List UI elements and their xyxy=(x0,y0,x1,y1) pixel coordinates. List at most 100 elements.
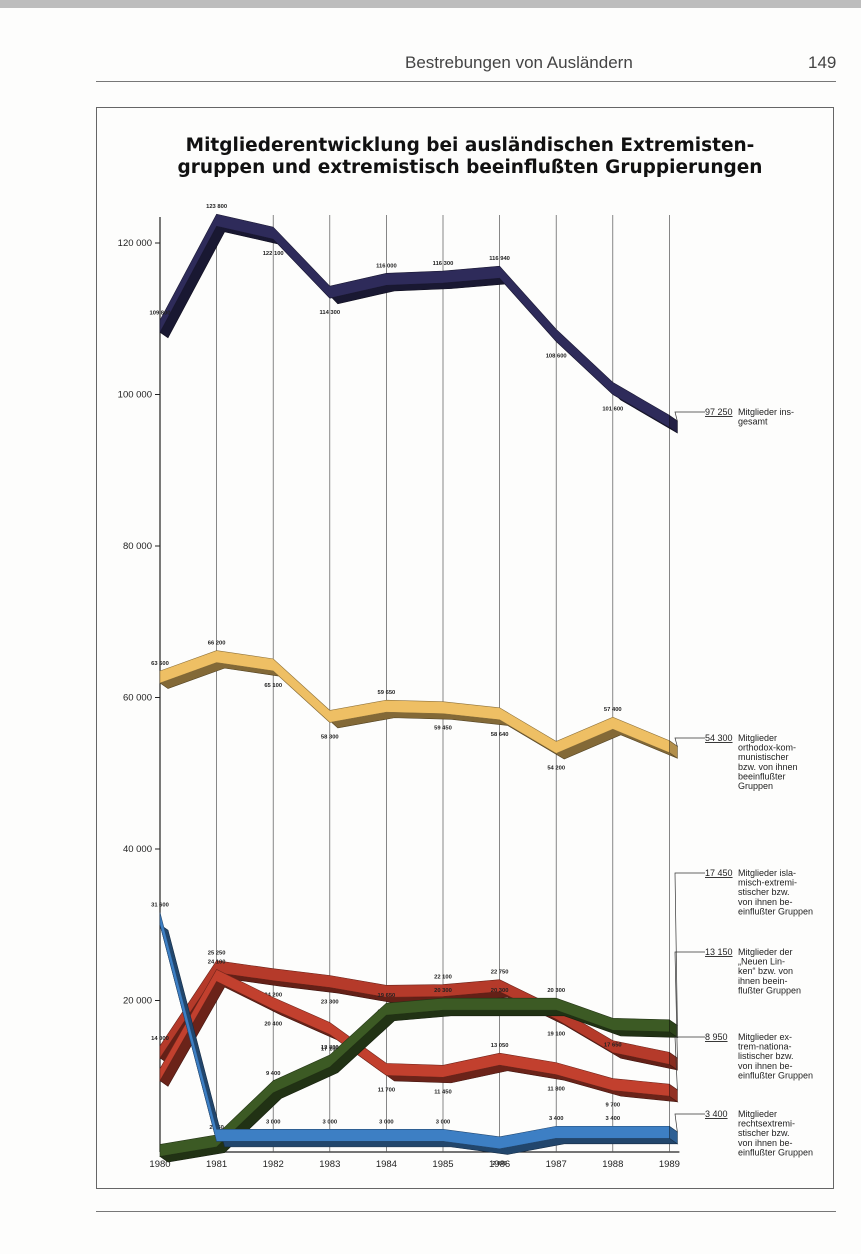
series-1-end-value: 54 300 xyxy=(705,733,733,743)
series-5-end-cap xyxy=(669,1125,678,1145)
series-3-end-text-2: ken“ bzw. von xyxy=(738,966,793,976)
series-5-point-label-1983: 3 000 xyxy=(323,1119,338,1125)
series-0-end-text-0: Mitglieder ins- xyxy=(738,407,794,417)
series-5-end-text-1: rechtsextremi- xyxy=(738,1119,795,1129)
series-2-point-label-1983: 12 800 xyxy=(321,1045,339,1051)
series-5-end-text-0: Mitglieder xyxy=(738,1109,777,1119)
series-1-end-text-3: bzw. von ihnen xyxy=(738,762,798,772)
series-0-point-label-1983: 114 300 xyxy=(319,310,340,316)
x-tick-label-1983: 1983 xyxy=(319,1159,340,1170)
series-2-end-cap xyxy=(669,1019,678,1038)
x-tick-label-1984: 1984 xyxy=(376,1159,397,1170)
series-4-end-text-1: trem-nationa- xyxy=(738,1042,792,1052)
series-2-end-value: 17 450 xyxy=(705,868,733,878)
series-2-point-label-1985: 20 300 xyxy=(434,988,452,994)
series-2-end-text-2: stischer bzw. xyxy=(738,887,790,897)
series-5-point-label-1980: 31 600 xyxy=(151,903,169,909)
series-2-end-text-4: einflußter Gruppen xyxy=(738,906,813,916)
series-3-end-text-3: ihnen beein- xyxy=(738,976,788,986)
series-1-end-text-2: munistischer xyxy=(738,752,789,762)
x-tick-label-1986: 1986 xyxy=(489,1159,510,1170)
series-1-point-label-1985: 59 450 xyxy=(434,726,452,732)
series-0-point-label-1981: 123 800 xyxy=(206,204,227,210)
series-1-point-label-1983: 58 300 xyxy=(321,734,339,740)
scan-top-edge xyxy=(0,0,861,8)
series-2-point-label-1982: 9 400 xyxy=(266,1071,281,1077)
series-4-end-text-2: listischer bzw. xyxy=(738,1051,794,1061)
series-1-point-label-1981: 66 200 xyxy=(208,641,226,647)
x-tick-label-1982: 1982 xyxy=(263,1159,284,1170)
series-2-end-text-1: misch-extremi- xyxy=(738,878,797,888)
series-5-end-text-4: einflußter Gruppen xyxy=(738,1147,813,1157)
series-4-point-label-1981: 24 100 xyxy=(208,959,226,965)
series-4-point-label-1984: 11 700 xyxy=(378,1087,395,1093)
x-tick-label-1980: 1980 xyxy=(149,1159,170,1170)
series-0-point-label-1985: 116 300 xyxy=(433,261,454,267)
y-tick-label-40000: 40 000 xyxy=(123,844,152,855)
x-tick-label-1985: 1985 xyxy=(432,1159,453,1170)
series-4-point-label-1986: 13 050 xyxy=(491,1043,509,1049)
series-1-point-label-1986: 58 640 xyxy=(491,732,509,738)
series-3-point-label-1981: 25 250 xyxy=(208,951,226,957)
series-0-point-label-1984: 116 000 xyxy=(376,263,397,269)
series-5-point-label-1987: 3 400 xyxy=(549,1116,564,1122)
series-3-end-text-1: „Neuen Lin- xyxy=(738,957,785,967)
series-3-point-label-1985: 22 100 xyxy=(434,975,452,981)
series-3-end-text-4: flußter Gruppen xyxy=(738,985,801,995)
series-3-end-value: 13 150 xyxy=(705,947,733,957)
series-2-point-label-1986: 20 300 xyxy=(491,988,509,994)
series-5-end-text-3: von ihnen be- xyxy=(738,1138,793,1148)
chart-title-line-2: gruppen und extremistisch beeinflußten G… xyxy=(177,157,763,178)
header-rule xyxy=(96,81,836,82)
series-2-leader-line xyxy=(674,872,705,1026)
series-2-point-label-1987: 20 300 xyxy=(547,988,565,994)
series-0-end-text-1: gesamt xyxy=(738,417,768,427)
series-1-end-cap xyxy=(669,740,678,759)
series-0-point-label-1980: 109 800 xyxy=(150,310,171,316)
footer-rule xyxy=(96,1211,836,1212)
series-4-end-text-3: von ihnen be- xyxy=(738,1061,793,1071)
series-0-end-value: 97 250 xyxy=(705,407,733,417)
series-5-point-label-1985: 3 000 xyxy=(436,1119,451,1125)
series-3-point-label-1982: 24 200 xyxy=(264,993,282,999)
series-5-point-label-1988: 3 400 xyxy=(606,1116,621,1122)
series-4-end-cap xyxy=(669,1083,678,1103)
y-tick-label-60000: 60 000 xyxy=(123,693,152,704)
y-tick-label-100000: 100 000 xyxy=(118,390,152,401)
series-4-point-label-1988: 9 700 xyxy=(606,1103,621,1109)
series-4-point-label-1982: 20 400 xyxy=(264,1021,282,1027)
series-1-end-text-4: beeinflußter xyxy=(738,771,786,781)
series-1-point-label-1988: 57 400 xyxy=(604,707,622,713)
series-4-point-label-1983: 17 100 xyxy=(321,1046,339,1052)
y-tick-label-80000: 80 000 xyxy=(123,541,152,552)
series-0-point-label-1988: 101 600 xyxy=(602,406,623,412)
x-tick-label-1989: 1989 xyxy=(659,1159,680,1170)
series-2-point-label-1988: 17 650 xyxy=(604,1042,622,1048)
series-3-end-text-0: Mitglieder der xyxy=(738,947,793,957)
chart-title-line-1: Mitgliederentwicklung bei ausländischen … xyxy=(185,135,755,156)
series-1-end-text-5: Gruppen xyxy=(738,781,773,791)
series-3-end-cap xyxy=(669,1051,678,1071)
figure-frame xyxy=(96,107,834,1189)
series-4-point-label-1985: 11 450 xyxy=(434,1089,451,1095)
series-2-end-text-0: Mitglieder isla- xyxy=(738,868,796,878)
series-1-end-text-0: Mitglieder xyxy=(738,733,777,743)
series-3-point-label-1980: 14 000 xyxy=(151,1036,169,1042)
series-1-point-label-1987: 54 200 xyxy=(547,765,565,771)
series-3-point-label-1983: 23 300 xyxy=(321,1000,339,1006)
x-tick-label-1988: 1988 xyxy=(602,1159,623,1170)
series-0-ribbon xyxy=(159,213,670,428)
series-1-end-text-1: orthodox-kom- xyxy=(738,743,796,753)
page-number: 149 xyxy=(808,53,837,72)
series-1-leader-line xyxy=(674,737,705,747)
x-tick-label-1987: 1987 xyxy=(546,1159,567,1170)
series-4-point-label-1987: 11 800 xyxy=(547,1087,564,1093)
series-5-end-text-2: stischer bzw. xyxy=(738,1128,790,1138)
series-4-end-text-0: Mitglieder ex- xyxy=(738,1032,792,1042)
series-1-point-label-1984: 59 650 xyxy=(378,690,396,696)
series-4-end-text-4: einflußter Gruppen xyxy=(738,1070,813,1080)
y-tick-label-120000: 120 000 xyxy=(118,238,152,249)
series-4-end-value: 8 950 xyxy=(705,1032,728,1042)
series-3-point-label-1986: 22 750 xyxy=(491,970,509,976)
